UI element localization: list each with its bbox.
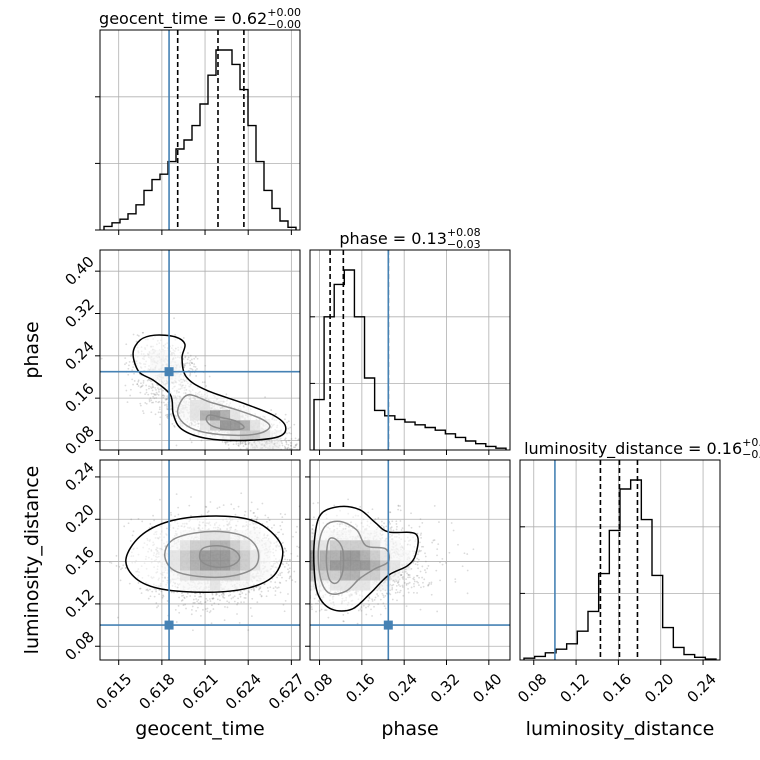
x-tick-label: 0.24 [683, 670, 719, 706]
title-upper-error: +0.02 [742, 436, 760, 449]
x-tick-label: 0.615 [92, 670, 135, 713]
truth-marker [164, 367, 174, 377]
y-tick-label: 0.32 [61, 295, 97, 331]
x-tick-label: 0.20 [641, 670, 677, 706]
x-tick-label: 0.618 [136, 670, 179, 713]
scatter-panel-geocent_time-luminosity_distance: 0.615 0.618 0.621 0.624 0.6270.080.120.160.2… [61, 458, 308, 713]
x-tick-label: 0.16 [599, 670, 635, 706]
y-tick-label: 0.40 [61, 253, 97, 289]
x-tick-label: 0.12 [556, 670, 592, 706]
truth-marker [383, 620, 393, 630]
y-tick-label: 0.08 [61, 628, 97, 664]
contour-outer [313, 505, 419, 612]
y-axis-label-phase: phase [21, 321, 43, 378]
y-tick-label: 0.16 [61, 543, 97, 579]
y-tick-label: 0.24 [61, 458, 97, 494]
x-tick-label: 0.08 [300, 670, 336, 706]
x-tick-label: 0.08 [514, 670, 550, 706]
hist-panel-phase [309, 249, 511, 455]
title-upper-error: +0.00 [267, 6, 301, 19]
contour-outer [125, 515, 284, 594]
y-tick-label: 0.20 [61, 501, 97, 537]
title-lower-error: −0.02 [742, 448, 760, 461]
title-geocent_time: geocent_time = 0.62+0.00 −0.00 [99, 6, 301, 31]
y-tick-label: 0.08 [61, 422, 97, 458]
y-tick-label: 0.12 [61, 585, 97, 621]
title-lower-error: −0.03 [447, 238, 481, 251]
panel-title: geocent_time = 0.62+0.00 −0.00 [99, 6, 301, 31]
title-upper-error: +0.08 [447, 226, 481, 239]
panel-title: luminosity_distance = 0.16+0.02−0.02 [524, 436, 760, 461]
scatter-panel-geocent_time-phase: 0.08 0.16 0.24 0.32 0.40 [61, 249, 301, 458]
x-tick-label: 0.24 [385, 670, 421, 706]
title-value: luminosity_distance = 0.16 [524, 439, 742, 459]
x-tick-label: 0.40 [469, 670, 505, 706]
title-phase: phase = 0.13+0.08 −0.03 [339, 226, 480, 251]
truth-marker [164, 620, 174, 630]
y-tick-label: 0.16 [61, 380, 97, 416]
x-tick-label: 0.16 [342, 670, 378, 706]
x-axis-label-luminosity_distance: luminosity_distance [526, 718, 715, 740]
panel-title: phase = 0.13+0.08 −0.03 [339, 226, 480, 251]
contour-outer [132, 334, 287, 442]
title-lower-error: −0.00 [267, 18, 301, 31]
histogram-geocent_time [103, 49, 297, 230]
x-axis-label-phase: phase [381, 718, 438, 740]
scatter-panel-phase-luminosity_distance: 0.08 0.16 0.24 0.32 0.40 [300, 459, 511, 706]
hist-panel-geocent_time [95, 29, 301, 235]
x-tick-label: 0.32 [427, 670, 463, 706]
hist-panel-luminosity_distance: 0.08 0.12 0.16 0.20 0.24 [514, 459, 721, 706]
x-tick-label: 0.624 [222, 670, 265, 713]
title-value: phase = 0.13 [339, 229, 446, 248]
x-axis-label-geocent_time: geocent_time [135, 718, 264, 740]
title-value: geocent_time = 0.62 [99, 9, 267, 29]
histogram-phase [313, 269, 507, 450]
y-axis-label-luminosity_distance: luminosity_distance [21, 466, 43, 655]
y-tick-label: 0.24 [61, 337, 97, 373]
title-luminosity_distance: luminosity_distance = 0.16+0.02−0.02 [524, 436, 760, 461]
x-tick-label: 0.621 [179, 670, 222, 713]
